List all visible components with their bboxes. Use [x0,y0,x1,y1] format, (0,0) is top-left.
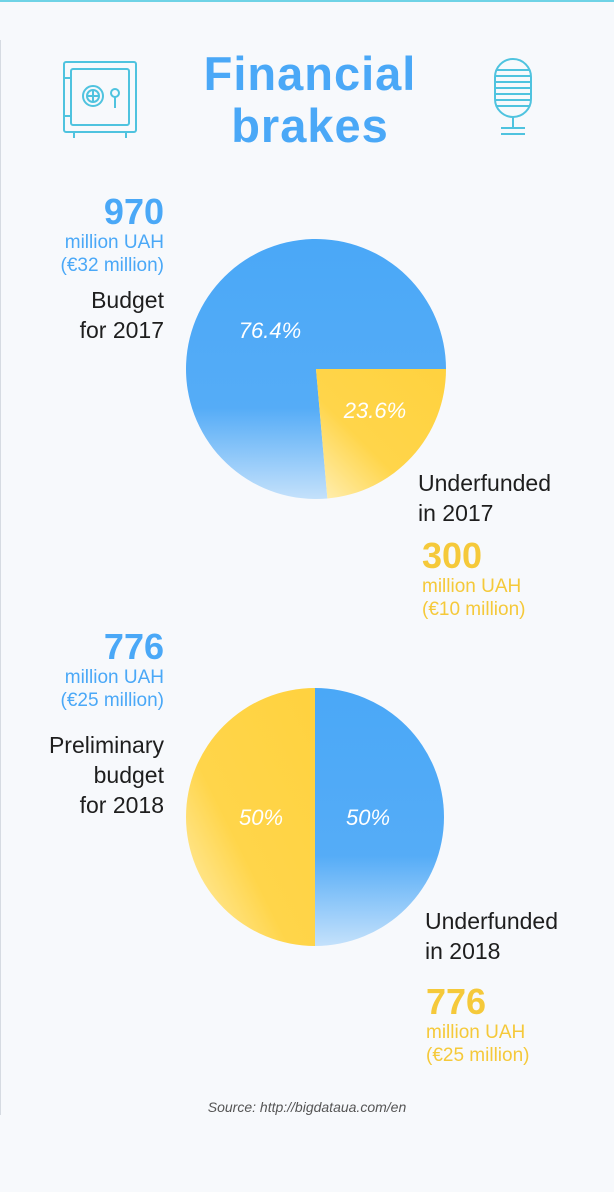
budget-2018-label: Preliminary budget for 2018 [0,730,164,820]
underfunded-2017-eur: (€10 million) [422,599,526,620]
budget-2018-label-line: Preliminary [48,732,164,758]
budget-2017-eur: (€32 million) [60,255,164,276]
pie-slice-underfunded [316,369,446,499]
underfunded-2017-block: 300 million UAH (€10 million) [422,537,525,621]
budget-2018-value: 776 [103,626,164,667]
underfunded-2017-label-line: Underfunded [418,470,551,496]
underfunded-2017-value: 300 [422,535,483,576]
budget-2017-label: Budget for 2017 [0,285,164,345]
underfunded-2018-unit: million UAH [426,1022,526,1043]
pie-slice-underfunded [186,688,315,946]
budget-2017-label-line: for 2017 [79,317,164,343]
budget-2018-unit: million UAH [64,667,164,688]
underfunded-2017-unit: million UAH [422,576,522,597]
pie-label-budget: 76.4% [239,318,301,343]
underfunded-2018-value: 776 [426,981,487,1022]
budget-2017-value: 970 [103,191,164,232]
underfunded-2018-label-line: Underfunded [425,908,558,934]
budget-2017-unit: million UAH [64,232,164,253]
left-border [0,40,1,1115]
underfunded-2018-eur: (€25 million) [426,1045,530,1066]
underfunded-2018-label-line: in 2018 [425,938,501,964]
page-title: Financial brakes [203,47,417,152]
budget-2018-eur: (€25 million) [60,690,164,711]
budget-2017-label-line: Budget [91,287,164,313]
underfunded-2018-block: 776 million UAH (€25 million) [426,983,529,1067]
pie-label-underfunded: 50% [346,805,390,830]
microphone-icon [494,58,532,135]
underfunded-2018-label: Underfunded in 2018 [425,906,558,966]
pie-slice-budget [315,688,444,946]
budget-2018-block: 776 million UAH (€25 million) [0,628,164,712]
underfunded-2017-label: Underfunded in 2017 [418,468,551,528]
budget-2018-label-line: budget [93,762,164,788]
top-border [0,0,614,2]
source-note: Source: http://bigdataua.com/en [207,1099,407,1115]
pie-label-underfunded: 23.6% [343,398,406,423]
budget-2018-label-line: for 2018 [79,792,164,818]
safe-icon [63,61,137,138]
budget-2017-block: 970 million UAH (€32 million) [0,193,164,277]
underfunded-2017-label-line: in 2017 [418,500,494,526]
pie-label-budget: 50% [239,805,283,830]
